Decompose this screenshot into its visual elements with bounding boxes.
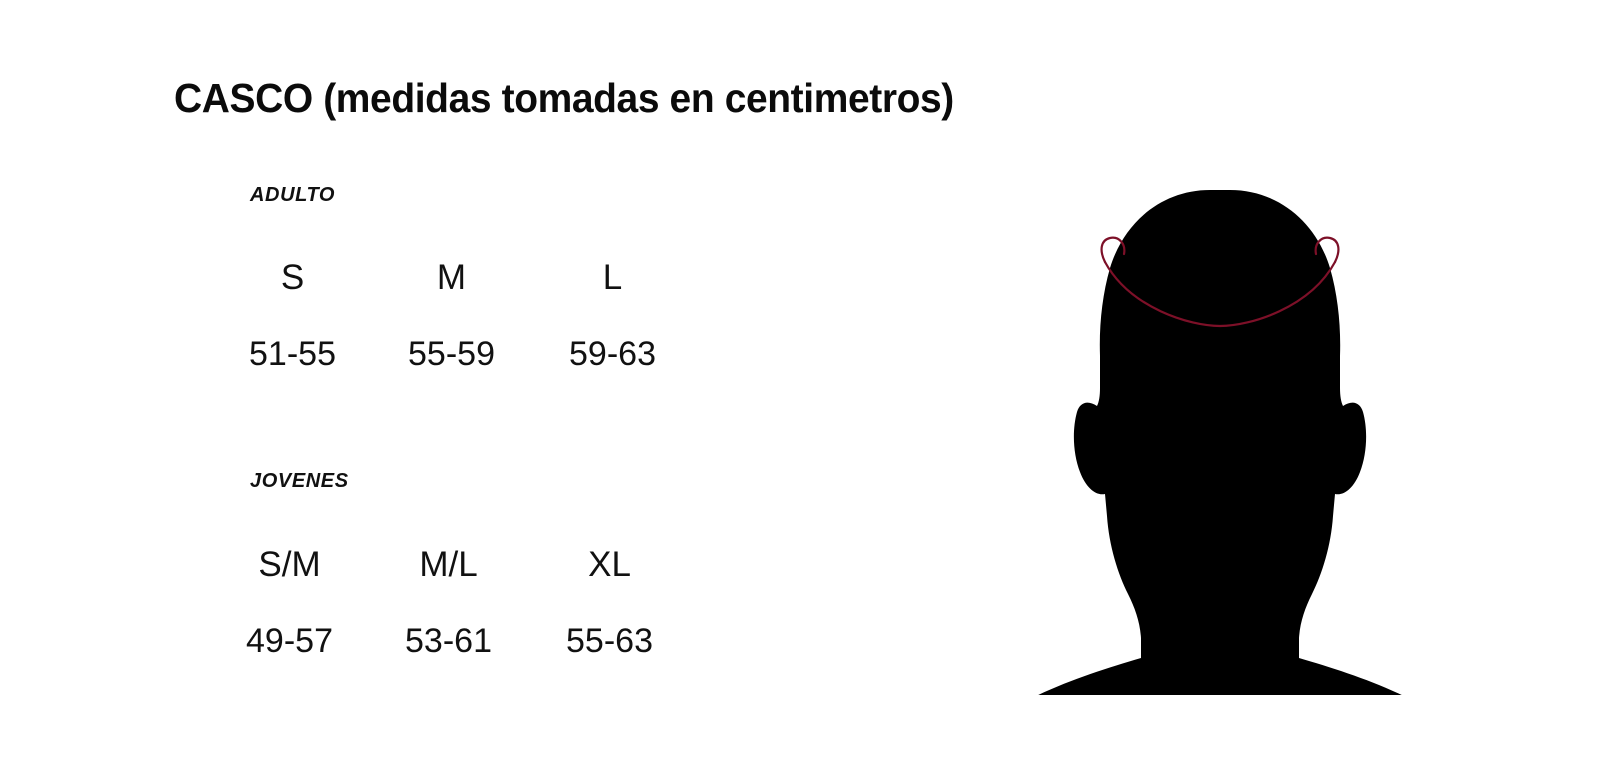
size-range-adulto-2: 55-59 — [408, 335, 495, 373]
size-label-jovenes-3: XL — [588, 545, 631, 584]
size-range-jovenes-3: 55-63 — [566, 622, 653, 660]
size-range-jovenes-2: 53-61 — [405, 622, 492, 660]
group-label-adulto: ADULTO — [250, 184, 336, 206]
size-label-adulto-3: L — [602, 258, 623, 297]
head-circumference-tape — [1100, 236, 1340, 328]
size-grid-adulto: S M L 51-55 55-59 59-63 — [211, 258, 700, 374]
head-and-shoulders-silhouette — [900, 150, 1540, 695]
size-tables-panel: ADULTO S M L 51-55 55-59 59-63 JOVENES S… — [208, 184, 700, 661]
size-grid-jovenes: S/M M/L XL 49-57 53-61 55-63 — [208, 545, 697, 661]
size-label-adulto-2: M — [436, 258, 467, 297]
size-label-adulto-1: S — [280, 258, 305, 297]
page-title: CASCO (medidas tomadas en centimetros) — [174, 75, 954, 121]
size-range-adulto-1: 51-55 — [249, 335, 336, 373]
group-label-jovenes: JOVENES — [250, 470, 349, 492]
size-range-adulto-3: 59-63 — [569, 335, 656, 373]
size-range-jovenes-1: 49-57 — [246, 622, 333, 660]
silhouette-body-shape — [1038, 190, 1402, 695]
size-label-jovenes-1: S/M — [258, 545, 321, 584]
size-label-jovenes-2: M/L — [419, 545, 478, 584]
